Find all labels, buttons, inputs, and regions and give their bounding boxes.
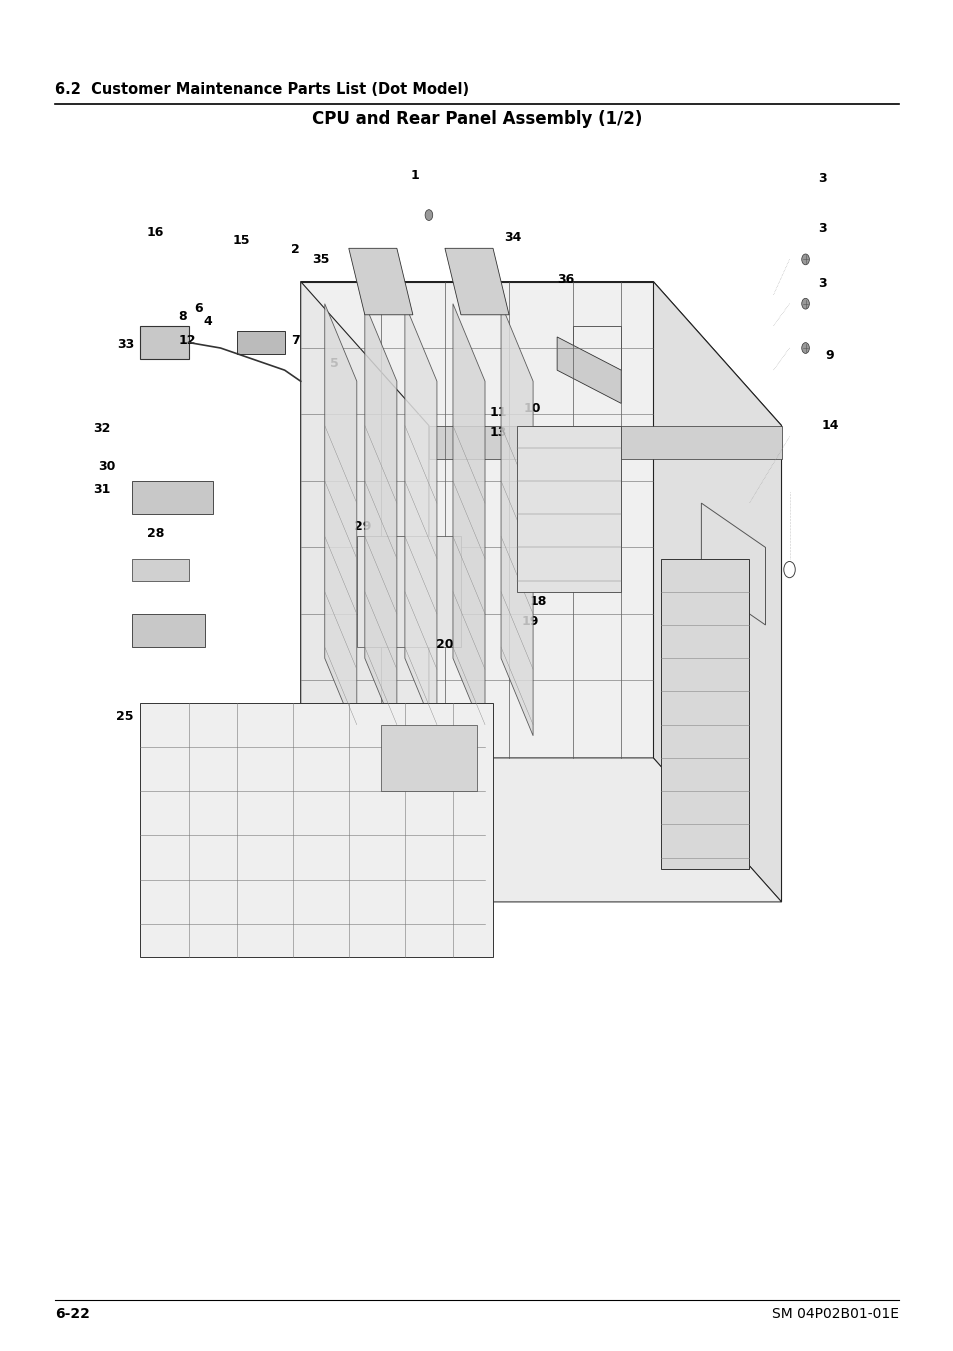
Polygon shape (500, 304, 533, 736)
Polygon shape (300, 281, 653, 758)
Circle shape (801, 254, 808, 265)
Text: 3: 3 (817, 172, 826, 185)
Text: 15: 15 (233, 234, 250, 247)
Polygon shape (429, 426, 781, 459)
Polygon shape (444, 249, 509, 315)
Text: 35: 35 (451, 255, 468, 269)
Polygon shape (349, 249, 413, 315)
Text: 17: 17 (550, 574, 567, 588)
Text: 14: 14 (821, 419, 838, 432)
Text: 11: 11 (489, 405, 506, 419)
Polygon shape (364, 304, 396, 736)
Text: 28: 28 (147, 527, 164, 540)
Circle shape (801, 343, 808, 354)
Text: 26: 26 (192, 709, 209, 723)
Text: 31: 31 (93, 482, 111, 496)
Text: 21: 21 (161, 709, 178, 723)
Polygon shape (324, 304, 356, 736)
Text: 34: 34 (504, 231, 521, 245)
Text: SM 04P02B01-01E: SM 04P02B01-01E (771, 1308, 898, 1321)
Text: 9: 9 (824, 349, 834, 362)
Text: 19: 19 (521, 615, 538, 628)
Text: 4: 4 (203, 315, 213, 328)
Text: 22: 22 (290, 709, 307, 723)
Polygon shape (660, 558, 749, 869)
Polygon shape (140, 703, 493, 958)
Polygon shape (653, 281, 781, 902)
Text: 3: 3 (817, 222, 826, 235)
Circle shape (801, 299, 808, 309)
Text: 10: 10 (523, 401, 540, 415)
Text: 30: 30 (98, 459, 115, 473)
Text: CPU and Rear Panel Assembly (1/2): CPU and Rear Panel Assembly (1/2) (312, 111, 641, 128)
Text: 7: 7 (291, 334, 300, 347)
Polygon shape (132, 481, 213, 515)
Text: 3: 3 (817, 277, 826, 290)
Text: 24: 24 (275, 709, 293, 723)
Text: 28: 28 (228, 709, 245, 723)
Text: 6: 6 (193, 301, 203, 315)
Text: 12: 12 (178, 334, 195, 347)
Text: 35: 35 (312, 253, 329, 266)
Text: 27: 27 (309, 709, 326, 723)
Circle shape (425, 209, 433, 220)
Text: 18: 18 (529, 594, 546, 608)
Polygon shape (453, 304, 484, 736)
Polygon shape (132, 558, 189, 581)
Text: 29: 29 (354, 520, 371, 534)
Text: 6.2  Customer Maintenance Parts List (Dot Model): 6.2 Customer Maintenance Parts List (Dot… (55, 82, 469, 97)
Text: 25: 25 (116, 709, 133, 723)
Text: 25: 25 (235, 709, 253, 723)
Text: 13: 13 (489, 426, 506, 439)
Polygon shape (356, 536, 460, 647)
Polygon shape (140, 326, 189, 359)
Polygon shape (300, 281, 781, 426)
Polygon shape (236, 331, 284, 354)
Polygon shape (404, 304, 436, 736)
Polygon shape (517, 426, 620, 592)
Text: 23: 23 (175, 709, 193, 723)
Text: 16: 16 (147, 226, 164, 239)
Polygon shape (300, 281, 429, 902)
Text: 5: 5 (329, 357, 338, 370)
Polygon shape (380, 724, 476, 792)
Text: 32: 32 (93, 422, 111, 435)
Text: 1: 1 (410, 169, 419, 182)
Polygon shape (132, 613, 204, 647)
Text: 6-22: 6-22 (55, 1308, 91, 1321)
Text: 33: 33 (117, 338, 134, 351)
Polygon shape (557, 336, 620, 404)
Text: 8: 8 (177, 309, 187, 323)
Text: 36: 36 (557, 273, 574, 286)
Polygon shape (300, 758, 781, 902)
Text: 2: 2 (291, 243, 300, 257)
Text: 20: 20 (436, 638, 453, 651)
